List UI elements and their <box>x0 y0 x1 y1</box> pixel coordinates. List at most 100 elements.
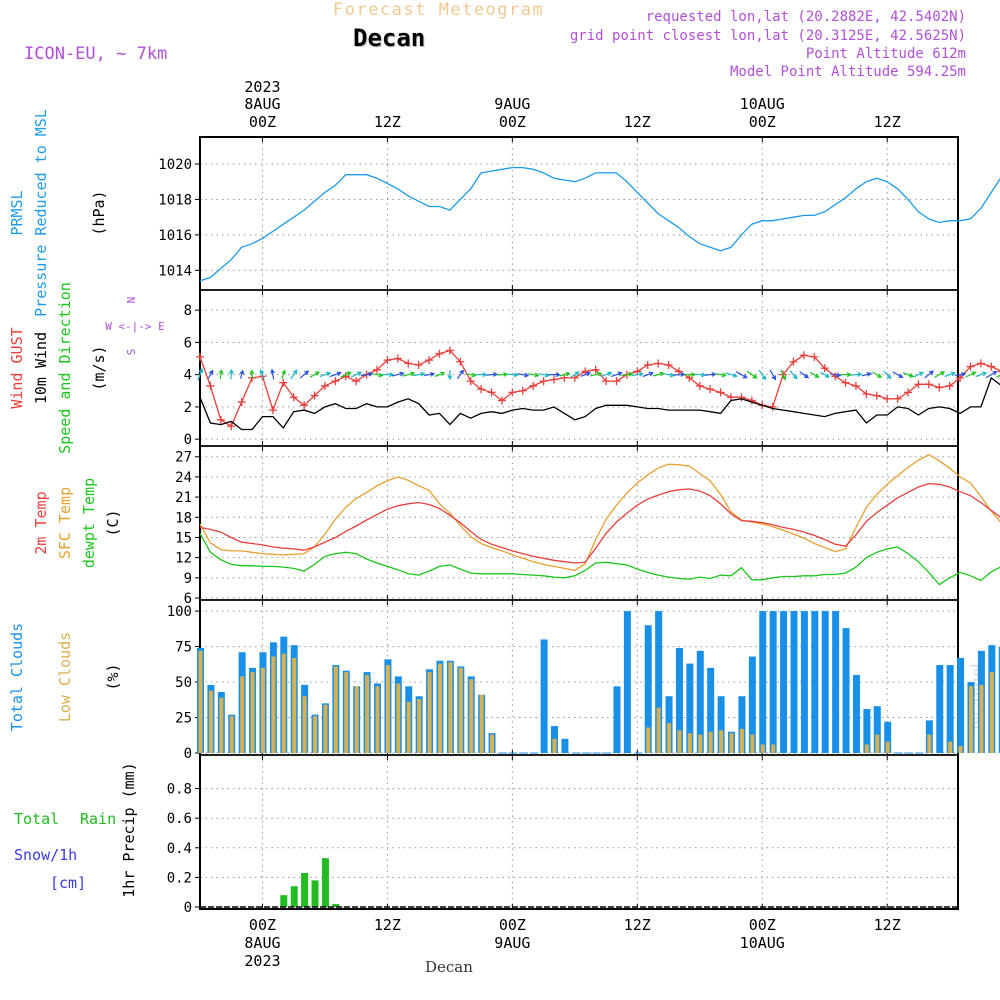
wind-ytick-label: 2 <box>184 400 192 416</box>
temp-ytick-label: 6 <box>184 591 192 607</box>
precip-bar <box>321 858 329 907</box>
low-cloud-bar <box>677 730 682 753</box>
low-cloud-bar <box>719 730 724 753</box>
low-cloud-bar <box>552 738 557 753</box>
low-cloud-bar <box>240 676 245 753</box>
clouds-ytick-label: 50 <box>175 675 192 691</box>
gust-marker <box>820 364 829 373</box>
chart-frame <box>199 136 959 910</box>
gust-marker <box>747 396 756 405</box>
wind-direction-arrow <box>309 371 320 378</box>
info-model-altitude: Model Point Altitude 594.25m <box>729 64 966 80</box>
gust-marker <box>737 393 746 402</box>
temp-ytick-label: 9 <box>184 571 192 587</box>
gust-marker <box>914 380 923 389</box>
info-point-altitude: Point Altitude 612m <box>805 46 966 62</box>
wind-direction-arrow <box>392 371 405 377</box>
gust-marker <box>435 349 444 358</box>
wind-direction-arrow <box>850 372 863 377</box>
precip-ytick-label: 0 <box>184 900 192 916</box>
low-cloud-bar <box>313 716 318 753</box>
gust-marker <box>935 383 944 392</box>
total-cloud-bar <box>769 611 777 753</box>
low-cloud-bar <box>260 667 265 753</box>
wind-direction-arrow <box>239 369 245 379</box>
top-year-label: 2023 <box>244 78 280 96</box>
wind-direction-arrow <box>780 369 787 381</box>
temp-2m-label: 2m Temp <box>32 491 50 554</box>
gust-marker <box>445 346 454 355</box>
clouds-ytick-label: 0 <box>184 746 192 762</box>
gust-marker <box>799 351 808 360</box>
gust-marker <box>893 394 902 403</box>
gust-marker <box>466 377 475 386</box>
wind-direction-arrow <box>694 372 707 378</box>
wind-direction-arrow <box>830 372 842 378</box>
gust-marker <box>612 377 621 386</box>
bottom-year-label: 2023 <box>244 952 280 970</box>
temp-ytick-label: 12 <box>175 551 192 567</box>
wind-direction-arrow <box>402 371 416 377</box>
page-title: Decan <box>353 24 426 52</box>
wind-direction-arrow <box>621 371 634 377</box>
wind-direction-arrow <box>924 370 934 379</box>
wind-direction-arrow <box>715 372 727 378</box>
wind-direction-arrow <box>704 372 717 377</box>
wind-direction-arrow <box>486 372 498 377</box>
precip-ytick-label: 0.6 <box>167 811 192 827</box>
low-cloud-bar <box>885 741 890 753</box>
low-cloud-bar <box>739 728 744 753</box>
wind-direction-arrow <box>447 370 453 381</box>
gust-marker <box>706 385 715 394</box>
low-cloud-bar <box>864 744 869 753</box>
wind-direction-arrow <box>371 372 384 378</box>
clouds-ytick-label: 25 <box>175 711 192 727</box>
low-cloud-bar <box>968 686 973 753</box>
precip-bar <box>280 895 288 907</box>
wind-direction-arrow <box>290 369 298 380</box>
gust-marker <box>414 360 423 369</box>
top-date-label: 9AUG <box>494 95 530 113</box>
gust-marker <box>529 381 538 390</box>
gust-marker <box>768 402 777 411</box>
gust-marker <box>997 370 1000 373</box>
bottom-time-label: 00Z <box>249 916 276 934</box>
clouds-ytick-label: 100 <box>167 604 192 620</box>
low-cloud-bar <box>365 674 370 753</box>
wind-direction-arrow <box>965 371 977 378</box>
footer-label: Decan <box>425 958 473 976</box>
total-cloud-bar <box>623 611 631 753</box>
pressure-frame <box>199 136 959 291</box>
gust-marker <box>976 359 985 368</box>
total-cloud-bar <box>842 628 850 753</box>
precip-bar <box>332 904 340 907</box>
total-cloud-bar <box>821 611 829 753</box>
compass-we-label: W <-|-> E <box>105 320 165 333</box>
wind-direction-label: Speed and Direction <box>56 282 74 454</box>
low-cloud-bar <box>760 744 765 753</box>
wind-ytick-label: 6 <box>184 335 192 351</box>
low-cloud-bar <box>219 697 224 753</box>
wind-direction-arrow <box>270 368 275 380</box>
low-cloud-bar <box>250 672 255 753</box>
gust-marker <box>310 391 319 400</box>
pressure-unit-label: (hPa) <box>90 190 108 235</box>
pressure-ytick-label: 1014 <box>158 263 192 279</box>
precip-ytick-label: 0.2 <box>167 870 192 886</box>
low-cloud-bar <box>646 727 651 753</box>
total-cloud-bar <box>946 665 954 753</box>
top-time-label: 00Z <box>249 113 276 131</box>
low-cloud-bar <box>375 686 380 753</box>
wind-ytick-label: 0 <box>184 432 192 448</box>
wind-direction-arrow <box>652 371 665 377</box>
wind-direction-arrow <box>228 368 234 380</box>
bottom-date-label: 9AUG <box>494 934 530 952</box>
precip-unit-label: 1hr Precip (mm) <box>120 762 138 897</box>
gust-marker <box>300 401 309 410</box>
bottom-time-label: 12Z <box>874 916 901 934</box>
pressure-ytick-label: 1020 <box>158 157 192 173</box>
gust-line <box>199 349 1000 428</box>
total-cloud-bar <box>717 696 725 753</box>
wind-frame <box>199 289 959 447</box>
temp-dewpt-label: dewpt Temp <box>80 478 98 568</box>
